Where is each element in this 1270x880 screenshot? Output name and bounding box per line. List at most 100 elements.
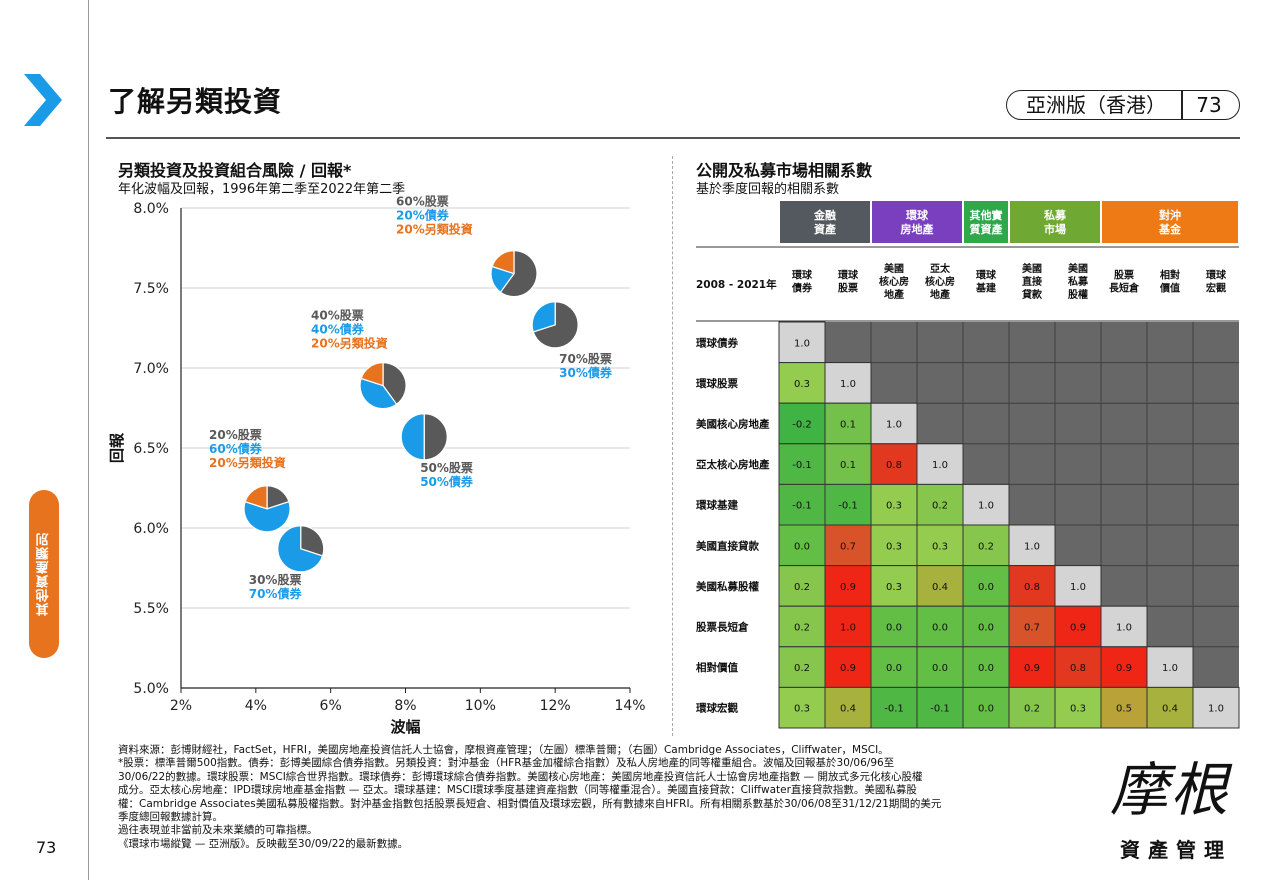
column-header: 美國 — [1068, 262, 1088, 275]
column-header: 美國 — [1022, 262, 1042, 275]
left-chart-subtitle: 年化波幅及回報，1996年第二季至2022年第二季 — [118, 182, 406, 197]
pie-label: 20%債券 — [396, 208, 450, 223]
pie-label: 20%另類投資 — [311, 336, 388, 351]
cell-value: 0.0 — [978, 623, 994, 634]
correlation-cell — [962, 646, 1010, 688]
cell-value: 1.0 — [886, 420, 902, 431]
column-header: 環球 — [976, 269, 997, 282]
group-header-label: 市場 — [1044, 222, 1066, 236]
cell-value: 0.3 — [886, 501, 902, 512]
diagonal-cell — [824, 362, 872, 404]
correlation-cell — [1054, 605, 1102, 648]
cell-value: 0.8 — [886, 460, 902, 471]
group-header — [1010, 201, 1100, 243]
correlation-cell — [824, 686, 872, 729]
cell-value: 1.0 — [932, 460, 948, 471]
footnotes: 資料來源：彭博財經社，FactSet，HFRI，美國房地產投資信託人士協會，摩根… — [118, 744, 1038, 851]
column-header: 股票 — [1114, 270, 1134, 282]
row-label: 環球股票 — [696, 377, 738, 390]
x-tick-label: 8% — [394, 698, 416, 714]
cell-value: 1.0 — [1162, 663, 1178, 674]
cell-value: 0.3 — [886, 582, 902, 593]
cell-value: 0.3 — [794, 704, 810, 715]
group-header — [780, 201, 870, 243]
row-label: 環球基建 — [696, 499, 738, 512]
pie-slice — [243, 500, 291, 533]
cell-value: 0.7 — [840, 541, 856, 552]
column-header: 長短倉 — [1109, 282, 1140, 295]
column-header: 基建 — [975, 282, 997, 295]
cell-value: 0.5 — [1116, 704, 1132, 715]
cell-value: 1.0 — [1208, 704, 1224, 715]
diagonal-cell — [1192, 686, 1240, 729]
correlation-cell — [870, 524, 918, 567]
right-chart-subtitle: 基於季度回報的相關系數 — [696, 182, 840, 197]
column-header: 環球 — [838, 269, 859, 282]
cell-value: 0.1 — [840, 460, 856, 471]
pie-label: 60%股票 — [396, 195, 449, 209]
correlation-cell — [1100, 686, 1148, 729]
pie-label: 20%股票 — [209, 427, 262, 442]
cell-value: 0.4 — [840, 704, 856, 715]
column-header: 地產 — [884, 288, 904, 301]
pie-slice — [277, 525, 324, 573]
row-label: 環球宏觀 — [696, 702, 738, 715]
row-label: 亞太核心房地產 — [696, 458, 770, 471]
group-header-label: 基金 — [1158, 222, 1182, 236]
group-header-label: 私募 — [1044, 208, 1067, 222]
cell-value: 0.4 — [1162, 704, 1178, 715]
y-tick-label: 6.0% — [133, 521, 169, 537]
group-header-label: 資產 — [814, 222, 836, 236]
correlation-cell — [870, 443, 918, 485]
correlation-cell — [1054, 646, 1102, 688]
cell-value: 0.8 — [1024, 582, 1040, 593]
correlation-cell — [870, 686, 918, 729]
row-label: 美國直接貸款 — [696, 539, 759, 552]
row-label: 股票長短倉 — [696, 621, 749, 634]
cell-value: 0.1 — [840, 420, 856, 431]
x-tick-label: 4% — [245, 698, 267, 714]
correlation-cell — [778, 362, 826, 404]
column-header: 股權 — [1068, 288, 1088, 301]
diagonal-cell — [870, 402, 918, 445]
row-label: 環球債券 — [696, 336, 738, 349]
pie-marker — [277, 525, 325, 573]
pie-slice — [491, 249, 515, 275]
group-header — [872, 201, 962, 243]
y-tick-label: 7.5% — [133, 281, 169, 297]
page-title: 了解另類投資 — [108, 85, 283, 118]
pie-marker — [400, 413, 448, 461]
footnote-line: 季度總回報數據計算。 — [118, 811, 223, 824]
cell-value: 0.0 — [794, 541, 810, 552]
cell-value: -0.1 — [838, 501, 858, 512]
diagonal-cell — [962, 483, 1010, 526]
correlation-cell — [916, 686, 964, 729]
cell-value: 1.0 — [1024, 541, 1040, 552]
cell-value: 0.0 — [978, 704, 994, 715]
footer-page-number: 73 — [36, 838, 57, 857]
pie-label: 40%股票 — [311, 308, 364, 323]
cell-value: 0.3 — [1070, 704, 1086, 715]
correlation-cell — [962, 565, 1010, 607]
pie-marker — [359, 361, 407, 410]
column-header: 直接 — [1022, 275, 1042, 288]
footnote-line: 30/06/22的數據。環球股票：MSCI綜合世界指數。環球債券：彭博環球綜合債… — [118, 770, 923, 783]
cell-value: 0.9 — [1024, 663, 1040, 674]
correlation-cell — [962, 605, 1010, 648]
correlation-cell — [824, 483, 872, 526]
column-header: 相對 — [1160, 269, 1180, 282]
x-tick-label: 12% — [540, 698, 571, 714]
cell-value: 1.0 — [840, 623, 856, 634]
y-axis-label: 回報 — [108, 432, 126, 463]
column-header: 私募 — [1067, 275, 1089, 288]
column-header: 宏觀 — [1206, 282, 1226, 295]
x-tick-label: 10% — [465, 698, 496, 714]
left-chart-title: 另類投資及投資組合風險 / 回報* — [118, 161, 352, 180]
correlation-cell — [778, 686, 826, 729]
column-header: 貸款 — [1021, 288, 1043, 301]
pie-slice — [359, 377, 398, 410]
correlation-cell — [916, 605, 964, 648]
cell-value: 1.0 — [1070, 582, 1086, 593]
footnote-line: *股票：標準普爾500指數。債券：彭博美國綜合債券指數。另類投資：對沖基金（HF… — [118, 757, 895, 770]
correlation-cell — [1008, 686, 1056, 729]
